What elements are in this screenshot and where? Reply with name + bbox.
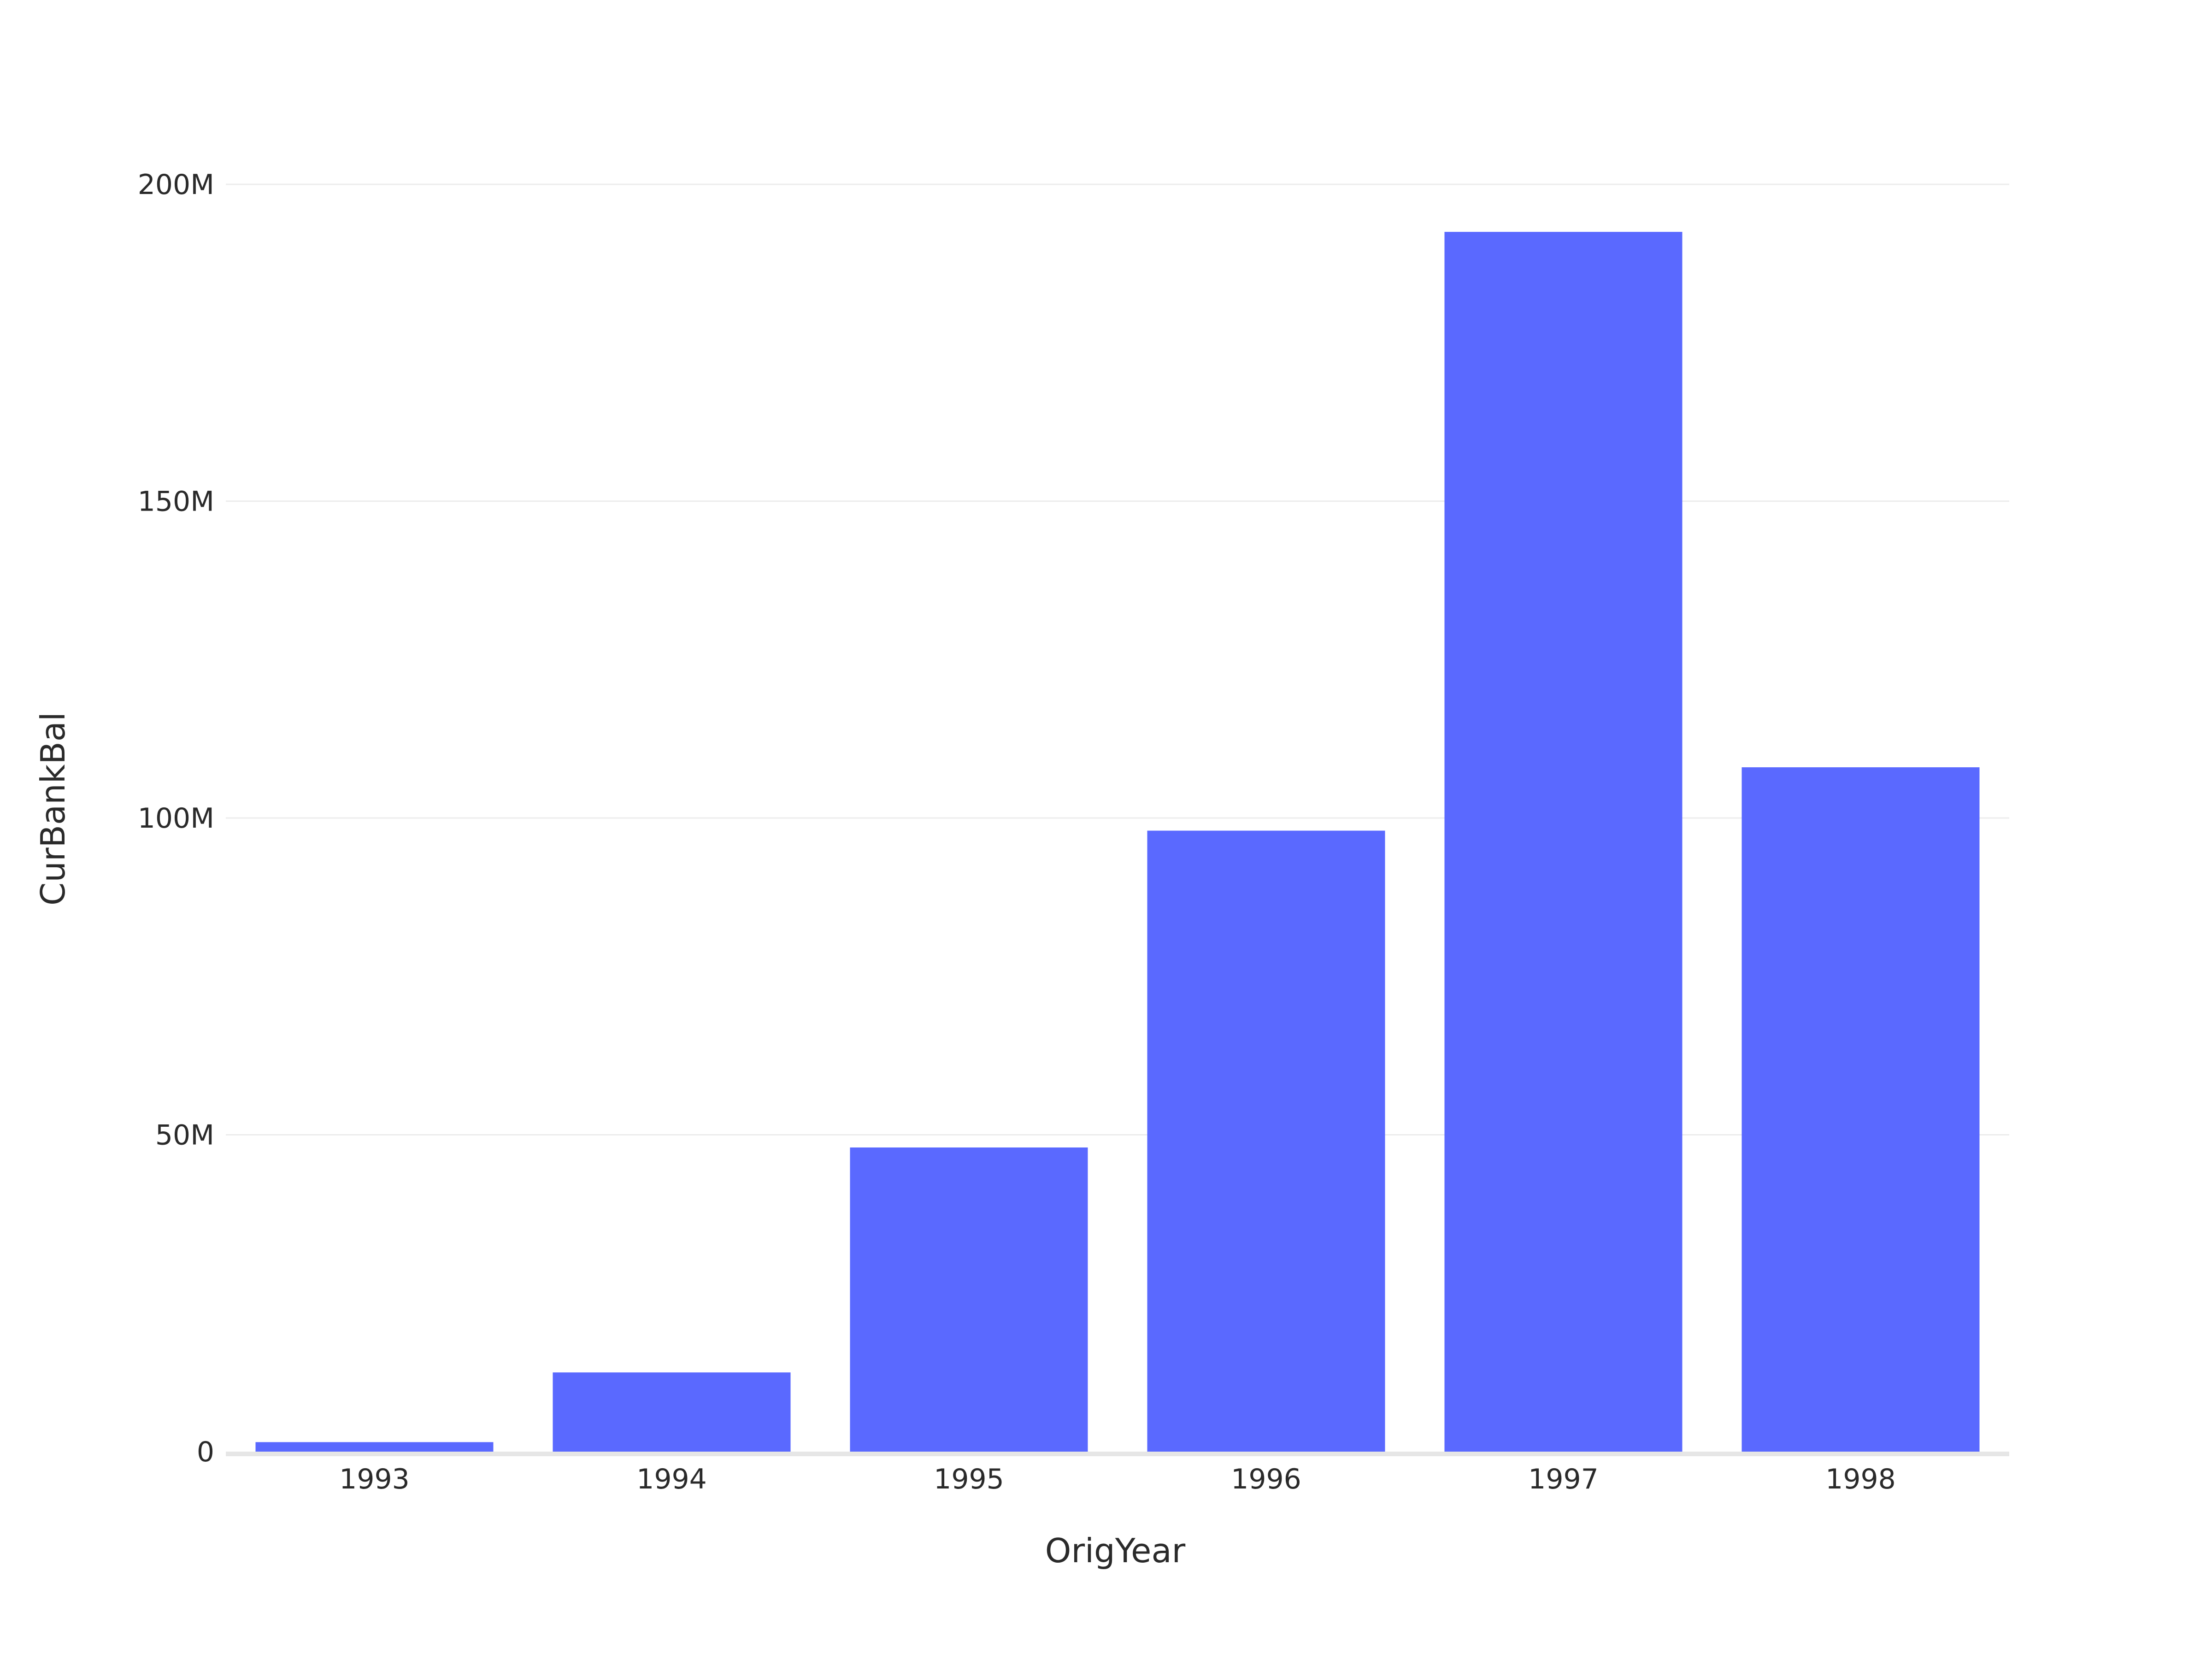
x-tick-label: 1995 bbox=[934, 1463, 1004, 1495]
y-tick-label: 0 bbox=[197, 1436, 214, 1468]
y-tick-label: 150M bbox=[138, 486, 214, 518]
bars bbox=[255, 232, 1980, 1452]
bar-1995[interactable] bbox=[850, 1147, 1088, 1452]
x-tick-label: 1998 bbox=[1825, 1463, 1896, 1495]
gridlines bbox=[226, 183, 2009, 1135]
bar-1993[interactable] bbox=[255, 1442, 494, 1452]
x-axis-title: OrigYear bbox=[1045, 1531, 1186, 1570]
x-tick-label: 1996 bbox=[1231, 1463, 1301, 1495]
y-axis-title: CurBankBal bbox=[34, 712, 72, 906]
y-tick-label: 50M bbox=[155, 1119, 214, 1152]
bar-1994[interactable] bbox=[553, 1372, 791, 1452]
x-tick-label: 1997 bbox=[1528, 1463, 1599, 1495]
y-tick-label: 100M bbox=[138, 802, 214, 835]
x-tick-label: 1994 bbox=[636, 1463, 707, 1495]
axes: 0 50M 100M 150M 200M 1993 1994 1995 1996 1997 1998 bbox=[138, 169, 2009, 1495]
bar-1996[interactable] bbox=[1147, 830, 1385, 1452]
x-tick-label: 1993 bbox=[339, 1463, 410, 1495]
y-tick-label: 200M bbox=[138, 169, 214, 201]
bar-1997[interactable] bbox=[1444, 232, 1683, 1452]
bar-1998[interactable] bbox=[1741, 767, 1980, 1452]
